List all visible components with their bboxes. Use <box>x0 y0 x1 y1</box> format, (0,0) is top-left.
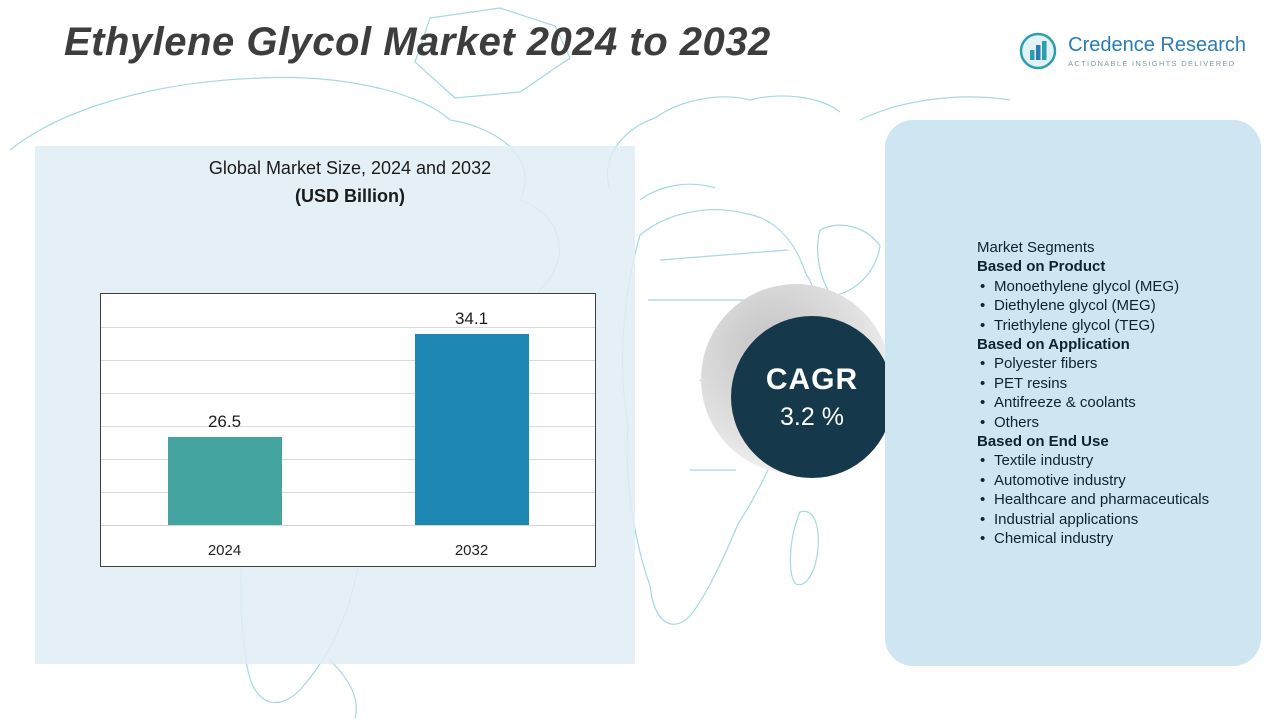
x-label-2024: 2024 <box>207 542 242 559</box>
bar-column-2032: 34.1 <box>348 308 595 525</box>
cagr-label: CAGR <box>765 362 859 396</box>
bar-2024 <box>167 436 282 525</box>
bar-value-2024: 26.5 <box>207 411 242 431</box>
credence-logo-icon <box>1019 32 1057 70</box>
x-label-2032: 2032 <box>454 542 489 559</box>
list-item: Monoethylene glycol (MEG) <box>977 277 1217 297</box>
cagr-badge: CAGR 3.2 % <box>731 316 893 478</box>
brand-text: Credence Research Actionable Insights De… <box>1068 34 1246 68</box>
bar-column-2024: 26.5 <box>101 308 348 525</box>
segments-heading-enduse: Based on End Use <box>977 433 1109 451</box>
segments-list-product: Monoethylene glycol (MEG) Diethylene gly… <box>977 277 1217 336</box>
page-title: Ethylene Glycol Market 2024 to 2032 <box>64 20 771 64</box>
chart-x-axis: 2024 2032 <box>101 542 595 559</box>
bar-2032 <box>414 333 529 525</box>
list-item: Polyester fibers <box>977 354 1217 374</box>
segments-title: Market Segments <box>977 239 1095 256</box>
segments-heading-application: Based on Application <box>977 336 1130 354</box>
segments-list-application: Polyester fibers PET resins Antifreeze &… <box>977 354 1217 432</box>
list-item: Triethylene glycol (TEG) <box>977 316 1217 336</box>
list-item: Textile industry <box>977 451 1217 471</box>
chart-heading-line2: (USD Billion) <box>295 186 405 206</box>
segments-panel: Market Segments Based on Product Monoeth… <box>885 120 1261 666</box>
segments-content: Market Segments Based on Product Monoeth… <box>977 238 1217 549</box>
list-item: Automotive industry <box>977 471 1217 491</box>
brand-tagline: Actionable Insights Delivered <box>1068 59 1236 68</box>
list-item: PET resins <box>977 374 1217 394</box>
bar-value-2032: 34.1 <box>454 308 489 328</box>
list-item: Antifreeze & coolants <box>977 393 1217 413</box>
chart-plot-area: 26.5 34.1 <box>101 308 595 526</box>
list-item: Chemical industry <box>977 529 1217 549</box>
bar-chart: 26.5 34.1 2024 2032 <box>100 293 596 567</box>
list-item: Industrial applications <box>977 510 1217 530</box>
list-item: Diethylene glycol (MEG) <box>977 296 1217 316</box>
list-item: Others <box>977 413 1217 433</box>
list-item: Healthcare and pharmaceuticals <box>977 490 1217 510</box>
brand-logo: Credence Research Actionable Insights De… <box>1017 30 1246 72</box>
chart-heading: Global Market Size, 2024 and 2032 (USD B… <box>120 158 580 207</box>
brand-name: Credence Research <box>1068 34 1246 56</box>
segments-heading-product: Based on Product <box>977 258 1106 276</box>
cagr-value: 3.2 % <box>780 402 844 431</box>
segments-list-enduse: Textile industry Automotive industry Hea… <box>977 451 1217 548</box>
chart-heading-line1: Global Market Size, 2024 and 2032 <box>208 158 492 178</box>
